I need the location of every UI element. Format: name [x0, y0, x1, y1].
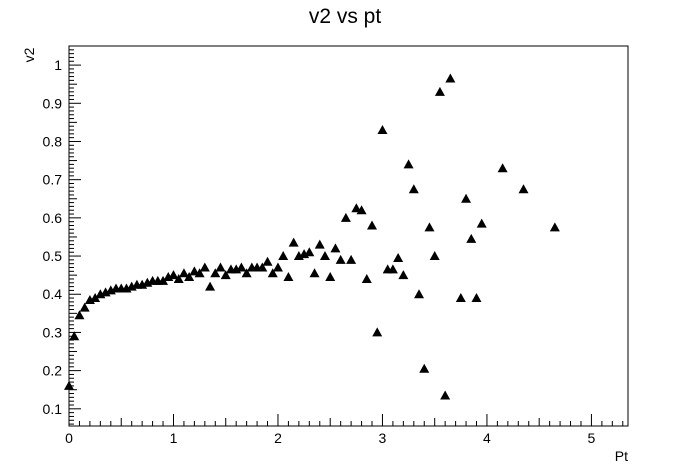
data-point: [361, 273, 372, 283]
data-point: [445, 73, 456, 83]
data-point: [466, 233, 477, 243]
data-point: [497, 163, 508, 173]
y-tick-label: 0.1: [43, 401, 63, 417]
data-point: [414, 289, 425, 299]
chart-title: v2 vs pt: [309, 5, 382, 28]
data-point: [267, 268, 278, 278]
y-tick-label: 0.9: [43, 95, 63, 111]
data-point: [158, 275, 169, 285]
x-tick-label: 3: [379, 430, 387, 446]
plot-frame: [68, 45, 629, 427]
data-point: [398, 270, 409, 280]
data-point: [272, 262, 283, 272]
data-point: [471, 293, 482, 303]
data-point: [74, 310, 85, 320]
data-point: [215, 262, 226, 272]
y-tick-label: 0.3: [43, 324, 63, 340]
data-point: [340, 212, 351, 222]
y-axis: 0.1 0.2 0.3 0.4 0.5 0.6 0.7 0.8 0.9 1: [43, 49, 81, 425]
data-point: [393, 252, 404, 262]
x-tick-label: 1: [170, 430, 178, 446]
data-point: [377, 125, 388, 135]
data-point: [210, 268, 221, 278]
data-point: [419, 363, 430, 373]
data-point: [387, 264, 398, 274]
data-point: [69, 331, 80, 341]
y-tick-label: 0.7: [43, 172, 63, 188]
x-tick-label: 4: [483, 430, 491, 446]
data-point: [168, 270, 179, 280]
data-point: [257, 262, 268, 272]
data-point: [79, 302, 90, 312]
data-point: [314, 239, 325, 249]
data-point: [178, 268, 189, 278]
data-point: [194, 268, 205, 278]
data-point: [356, 205, 367, 215]
data-point: [424, 222, 435, 232]
data-point: [173, 273, 184, 283]
y-tick-label: 0.4: [43, 286, 63, 302]
data-point: [189, 266, 200, 276]
data-points: [64, 73, 560, 400]
y-tick-label: 0.5: [43, 248, 63, 264]
data-point: [262, 256, 273, 266]
x-tick-label: 0: [65, 430, 73, 446]
data-point: [184, 272, 195, 282]
y-tick-label: 0.8: [43, 133, 63, 149]
y-axis-label: v2: [21, 47, 37, 62]
data-point: [403, 159, 414, 169]
data-point: [278, 251, 289, 261]
data-point: [518, 184, 529, 194]
y-tick-label: 0.6: [43, 210, 63, 226]
data-point: [64, 380, 74, 390]
x-axis-label: Pt: [615, 448, 628, 464]
data-point: [549, 222, 560, 232]
x-tick-label: 2: [274, 430, 282, 446]
data-point: [372, 327, 383, 337]
y-tick-label: 1: [54, 57, 62, 73]
data-point: [90, 293, 101, 303]
y-tick-label: 0.2: [43, 363, 63, 379]
data-point: [283, 272, 294, 282]
data-point: [351, 203, 362, 213]
data-point: [309, 268, 320, 278]
data-point: [241, 268, 252, 278]
data-point: [346, 254, 357, 264]
data-point: [408, 184, 419, 194]
x-axis: 0 1 2 3 4 5: [65, 414, 624, 446]
x-tick-label: 5: [588, 430, 596, 446]
data-point: [434, 86, 445, 96]
data-point: [367, 220, 378, 230]
data-point: [325, 272, 336, 282]
data-point: [199, 262, 210, 272]
data-point: [476, 218, 487, 228]
data-point: [288, 237, 299, 247]
data-point: [304, 247, 315, 257]
data-point: [205, 281, 216, 291]
data-point: [455, 293, 466, 303]
data-point: [429, 251, 440, 261]
data-point: [220, 270, 231, 280]
data-point: [461, 193, 472, 203]
data-point: [440, 390, 451, 400]
data-point: [335, 254, 346, 264]
data-point: [330, 243, 341, 253]
data-point: [319, 251, 330, 261]
data-point: [236, 262, 247, 272]
